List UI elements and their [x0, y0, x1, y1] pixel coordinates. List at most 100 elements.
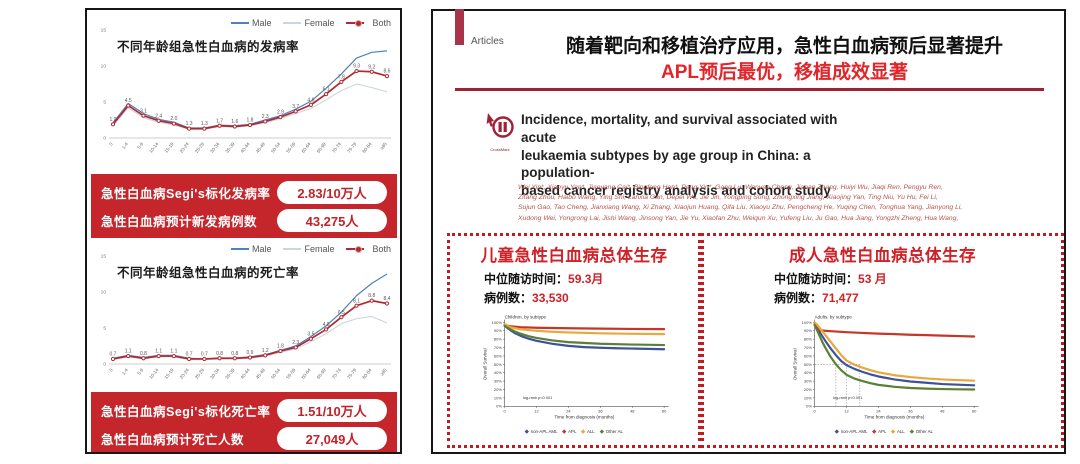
svg-text:15: 15: [101, 28, 107, 34]
svg-text:5-9: 5-9: [136, 367, 144, 376]
svg-text:log-rank p<0.001: log-rank p<0.001: [523, 395, 552, 400]
svg-text:35-39: 35-39: [224, 141, 235, 154]
author-line: Zifang Zhou, Haibo Wang, Ying Shi, Lanxi…: [518, 194, 938, 202]
svg-text:60-64: 60-64: [301, 367, 312, 380]
crossmark-icon: [486, 113, 514, 138]
svg-text:2.3: 2.3: [262, 114, 269, 120]
stat-row-new-cases: 急性白血病预计新发病例数 43,275人: [101, 209, 387, 232]
crossmark-label: CrossMark: [490, 147, 510, 152]
svg-text:ALL: ALL: [897, 429, 905, 434]
author-line: Sujun Gao, Tao Cheng, Jianxiang Wang, Xi…: [518, 204, 963, 212]
svg-text:1.1: 1.1: [155, 349, 162, 355]
svg-text:10-14: 10-14: [148, 141, 159, 154]
svg-text:50-54: 50-54: [270, 367, 281, 380]
svg-text:70-74: 70-74: [331, 141, 342, 154]
mortality-legend: Male Female Both: [230, 244, 391, 254]
svg-text:≥85: ≥85: [379, 367, 388, 376]
svg-text:1.1: 1.1: [170, 349, 177, 355]
svg-text:30%: 30%: [804, 379, 812, 384]
svg-text:4.5: 4.5: [125, 98, 132, 104]
svg-text:30%: 30%: [494, 379, 502, 384]
svg-text:5: 5: [103, 326, 106, 332]
svg-text:70-74: 70-74: [331, 367, 342, 380]
svg-text:65-69: 65-69: [316, 367, 327, 380]
svg-text:45-49: 45-49: [255, 367, 266, 380]
svg-text:45-49: 45-49: [255, 141, 266, 154]
svg-text:10%: 10%: [494, 395, 502, 400]
svg-text:2.4: 2.4: [155, 113, 162, 119]
svg-text:0: 0: [108, 367, 114, 372]
female-line-swatch: [283, 22, 302, 24]
svg-text:20-24: 20-24: [179, 141, 190, 154]
svg-text:1.6: 1.6: [231, 119, 238, 125]
svg-text:25-29: 25-29: [194, 367, 205, 380]
svg-text:80-84: 80-84: [361, 367, 372, 380]
cases-row: 病例数：71,477: [774, 289, 1061, 308]
svg-text:4.8: 4.8: [323, 322, 330, 328]
svg-text:0: 0: [503, 409, 506, 414]
svg-text:30-34: 30-34: [209, 141, 220, 154]
incidence-chart-block: Male Female Both 不同年龄组急性白血病的发病率 0 5 10 15 1.…: [91, 16, 397, 168]
svg-text:10: 10: [101, 290, 107, 296]
svg-text:65-69: 65-69: [316, 141, 327, 154]
svg-text:100%: 100%: [492, 320, 503, 325]
stat-value-pill: 1.51/10万人: [277, 399, 387, 422]
svg-text:1.9: 1.9: [110, 117, 117, 123]
svg-text:50%: 50%: [494, 362, 502, 367]
followup-row: 中位随访时间：53 月: [774, 270, 1061, 289]
svg-text:40-44: 40-44: [240, 367, 251, 380]
paper-title-line: Incidence, mortality, and survival assoc…: [521, 112, 838, 145]
svg-text:36: 36: [598, 409, 603, 414]
stat-label: 急性白血病Segi's标化死亡率: [101, 405, 271, 419]
cases-value: 33,530: [532, 290, 569, 305]
divider-rule: [455, 88, 1044, 91]
adults-box-title: 成人急性白血病总体生存: [789, 247, 976, 265]
stat-row-mortality-rate: 急性白血病Segi's标化死亡率 1.51/10万人: [101, 399, 387, 422]
svg-text:55-59: 55-59: [285, 141, 296, 154]
svg-text:3.5: 3.5: [307, 331, 314, 337]
svg-text:1.3: 1.3: [186, 121, 193, 127]
legend-label: Female: [304, 244, 335, 254]
svg-text:1-4: 1-4: [121, 367, 129, 376]
author-line: Wei Yin*, Xiaoyu Yan*, Jiaoyang Cai*, Bi…: [518, 184, 943, 191]
crossmark-badge: CrossMark: [483, 112, 517, 152]
svg-text:80%: 80%: [804, 337, 812, 342]
svg-text:8.8: 8.8: [368, 293, 375, 299]
svg-text:1.7: 1.7: [216, 118, 223, 124]
cases-label: 病例数：: [774, 290, 823, 305]
svg-text:6.1: 6.1: [323, 87, 330, 93]
legend-item-female: Female: [283, 18, 334, 28]
svg-text:10-14: 10-14: [148, 367, 159, 380]
svg-text:9.2: 9.2: [368, 64, 375, 70]
svg-text:non-APL AML: non-APL AML: [531, 429, 558, 434]
svg-text:80%: 80%: [494, 337, 502, 342]
svg-text:0.8: 0.8: [140, 351, 147, 357]
author-list: Wei Yin*, Xiaoyu Yan*, Jiaoyang Cai*, Bi…: [518, 183, 998, 224]
stat-label: 急性白血病预计新发病例数: [101, 215, 258, 229]
svg-text:35-39: 35-39: [224, 367, 235, 380]
svg-text:Adults, by subtype: Adults, by subtype: [815, 315, 853, 320]
articles-red-bar: [455, 9, 464, 45]
svg-text:APL: APL: [568, 429, 577, 434]
svg-text:48: 48: [940, 409, 945, 414]
svg-text:15-19: 15-19: [164, 367, 175, 380]
legend-item-both: Both: [346, 18, 391, 28]
children-survival-box: 儿童急性白血病总体生存 中位随访时间：59.3月 病例数：33,530 Chil…: [447, 233, 701, 448]
svg-text:15-19: 15-19: [164, 141, 175, 154]
incidence-stats-banner: 急性白血病Segi's标化发病率 2.83/10万人 急性白血病预计新发病例数 …: [91, 174, 397, 238]
svg-text:0: 0: [813, 409, 816, 414]
svg-text:90%: 90%: [494, 328, 502, 333]
legend-item-male: Male: [230, 18, 271, 28]
svg-text:60%: 60%: [494, 353, 502, 358]
svg-text:48: 48: [630, 409, 635, 414]
svg-text:1.8: 1.8: [277, 344, 284, 350]
svg-text:30-34: 30-34: [209, 367, 220, 380]
svg-text:1-4: 1-4: [121, 141, 129, 150]
svg-text:50-54: 50-54: [270, 141, 281, 154]
svg-text:36: 36: [908, 409, 913, 414]
svg-text:20%: 20%: [804, 387, 812, 392]
legend-label: Female: [304, 18, 335, 28]
children-survival-chart: Children, by subtype 0% 10% 20% 30% 40% 50% 60%…: [482, 315, 669, 434]
svg-text:70%: 70%: [804, 345, 812, 350]
svg-text:2.0: 2.0: [170, 116, 177, 122]
